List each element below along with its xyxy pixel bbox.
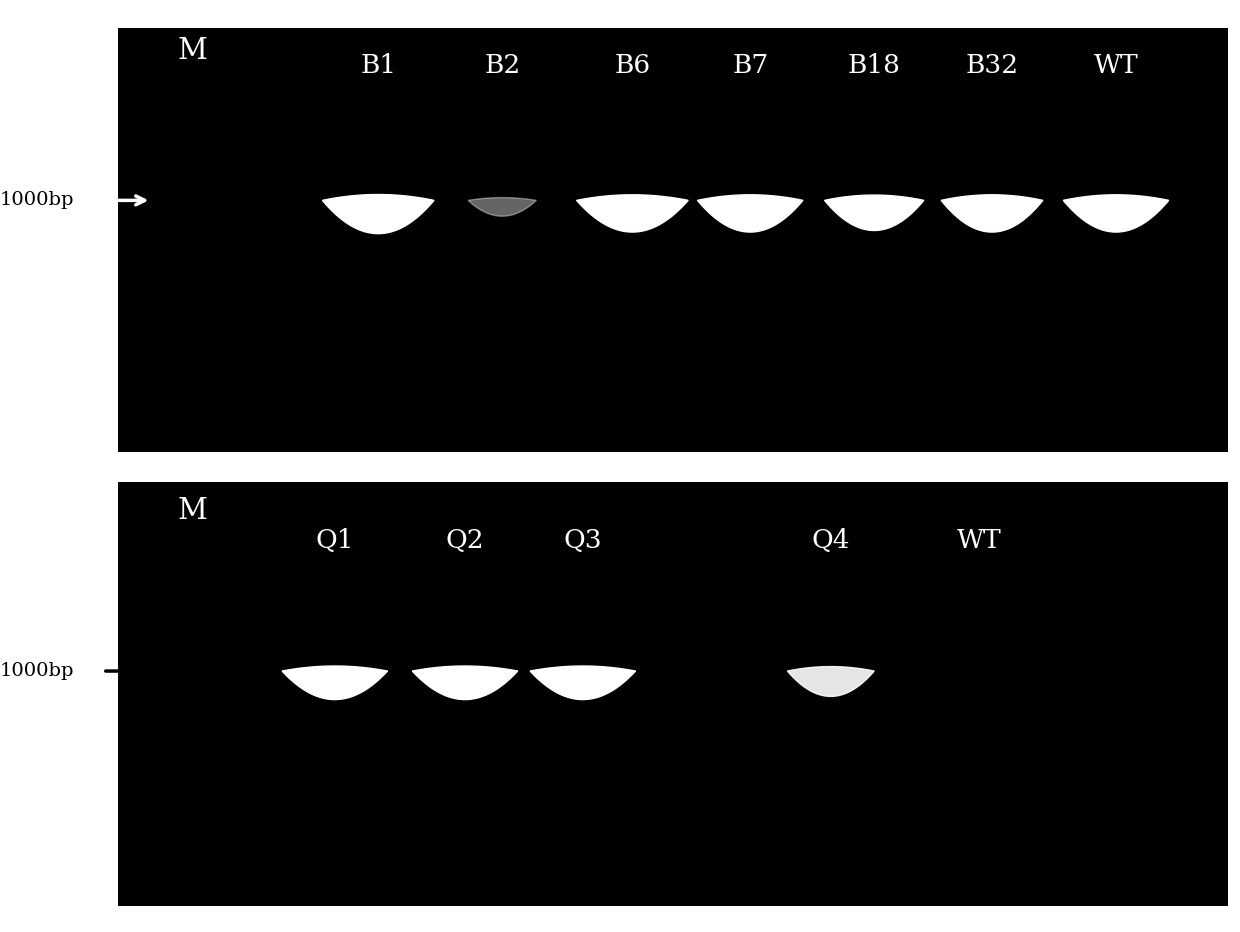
Text: B7: B7 <box>732 53 769 77</box>
Polygon shape <box>1063 195 1168 232</box>
Polygon shape <box>322 195 434 234</box>
Bar <box>118 482 1228 906</box>
Polygon shape <box>412 666 517 700</box>
Text: M: M <box>177 37 207 65</box>
Text: Q3: Q3 <box>563 528 603 553</box>
Polygon shape <box>531 666 635 700</box>
Text: WT: WT <box>957 528 1002 553</box>
Polygon shape <box>577 195 688 232</box>
Text: 1000bp: 1000bp <box>0 662 74 680</box>
Polygon shape <box>469 198 537 216</box>
Text: B32: B32 <box>966 53 1018 77</box>
Text: Q2: Q2 <box>445 528 485 553</box>
Text: Q1: Q1 <box>315 528 355 553</box>
Text: B18: B18 <box>848 53 900 77</box>
Text: Q4: Q4 <box>811 528 851 553</box>
Text: B2: B2 <box>484 53 521 77</box>
Polygon shape <box>825 195 924 230</box>
Polygon shape <box>787 666 874 696</box>
Bar <box>118 28 1228 452</box>
Text: 1000bp: 1000bp <box>0 191 74 210</box>
Polygon shape <box>697 195 804 232</box>
Polygon shape <box>283 666 387 700</box>
Text: WT: WT <box>1094 53 1138 77</box>
Polygon shape <box>941 195 1043 232</box>
Text: B1: B1 <box>360 53 397 77</box>
Text: B6: B6 <box>614 53 651 77</box>
Text: M: M <box>177 497 207 525</box>
